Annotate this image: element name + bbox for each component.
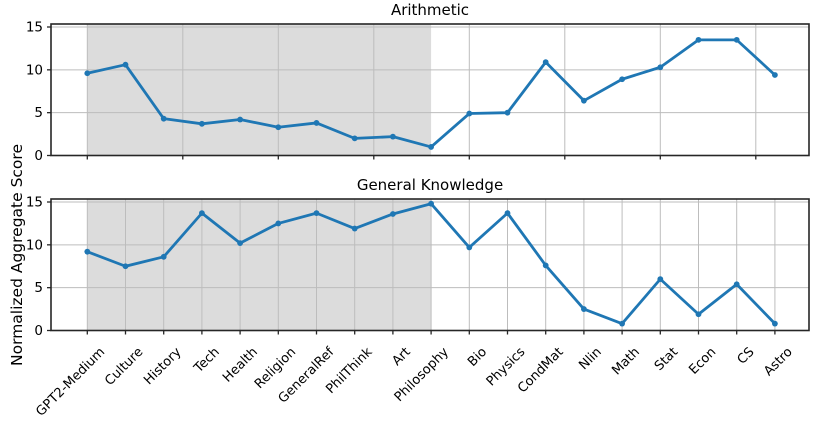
x-tick-label: Bio	[465, 345, 490, 370]
data-point	[733, 36, 740, 43]
data-point	[695, 311, 702, 318]
data-point	[581, 306, 587, 312]
x-tick-label: Nlin	[576, 345, 604, 373]
tick-marks	[47, 26, 757, 160]
data-point	[199, 210, 205, 217]
data-point	[237, 116, 244, 123]
chart-title-general-knowledge: General Knowledge	[356, 176, 504, 194]
x-tick-label: Astro	[761, 345, 796, 380]
y-tick-label: 0	[34, 323, 43, 339]
x-tick-label: Art	[389, 345, 413, 369]
data-point	[313, 120, 320, 126]
data-point	[466, 244, 473, 251]
y-tick-label: 10	[26, 237, 43, 253]
y-tick-label: 5	[34, 280, 43, 296]
data-point	[542, 59, 549, 66]
data-point	[772, 72, 778, 78]
y-tick-label: 10	[26, 62, 43, 78]
plot-border	[50, 23, 810, 157]
plot-border	[50, 198, 810, 332]
x-tick-label: Stat	[652, 345, 681, 374]
data-point	[581, 97, 587, 104]
data-point	[619, 76, 625, 83]
data-point	[122, 61, 129, 68]
data-point	[84, 70, 91, 77]
data-point	[733, 281, 740, 288]
highlight-band	[87, 24, 432, 156]
data-point	[199, 120, 205, 127]
data-point	[160, 253, 167, 260]
data-point	[657, 276, 664, 282]
data-point	[657, 64, 664, 71]
x-tick-label: CS	[735, 345, 758, 368]
data-point	[160, 115, 167, 122]
data-point	[84, 248, 91, 255]
data-point	[428, 144, 434, 150]
x-tick-label: GPT2-Medium	[33, 345, 108, 420]
data-point	[390, 133, 396, 140]
x-tick-label: Tech	[191, 345, 223, 377]
data-point	[428, 200, 434, 207]
data-point	[772, 320, 778, 327]
y-tick-label: 15	[26, 194, 43, 210]
x-tick-label: History	[141, 345, 185, 389]
data-point	[351, 225, 358, 232]
data-point	[695, 36, 702, 43]
data-point	[504, 210, 511, 217]
data-point	[122, 263, 129, 270]
data-point	[390, 211, 396, 217]
y-tick-label: 15	[26, 19, 43, 35]
data-point	[466, 110, 473, 117]
tick-marks	[47, 201, 776, 335]
y-tick-label: 5	[34, 105, 43, 121]
x-tick-label: Econ	[686, 345, 719, 378]
arithmetic-chart: 0 5 10 15	[26, 19, 810, 164]
y-tick-label: 0	[34, 148, 43, 164]
data-point	[237, 240, 244, 247]
data-point	[275, 124, 282, 131]
gridlines	[51, 24, 809, 156]
data-point	[351, 135, 358, 142]
data-point	[313, 210, 320, 217]
x-tick-label: Culture	[102, 345, 146, 389]
x-tick-label: Math	[609, 345, 643, 379]
chart-title-arithmetic: Arithmetic	[390, 1, 470, 19]
data-point	[619, 320, 625, 327]
data-point	[542, 262, 549, 269]
data-point	[275, 220, 282, 227]
data-point	[504, 109, 511, 116]
